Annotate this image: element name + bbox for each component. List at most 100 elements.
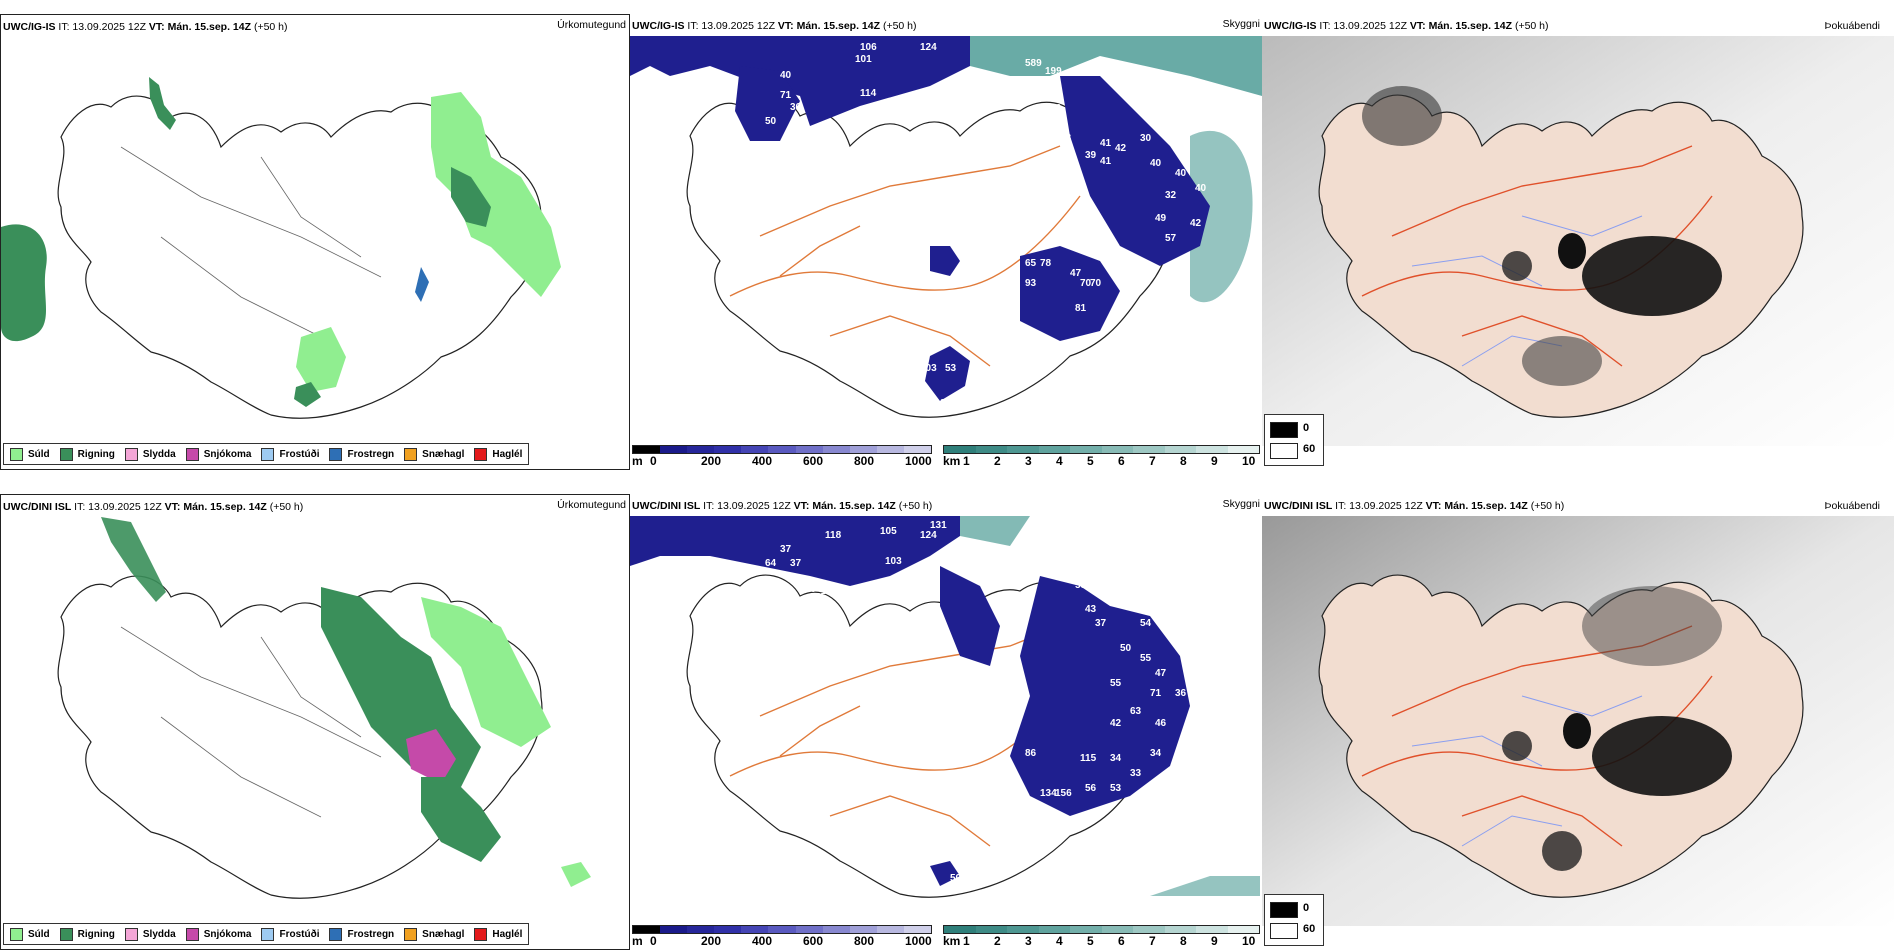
colorbar-tick: 1000 — [905, 454, 932, 468]
cloud-base-value: 56 — [1085, 783, 1097, 794]
colorbar-tick: 9 — [1211, 454, 1218, 468]
legend-item: Frostúði — [261, 447, 319, 461]
cloud-base-value: 57 — [1165, 233, 1177, 244]
cloud-base-value: 39 — [1085, 150, 1097, 161]
cloud-base-value: 55 — [1110, 678, 1122, 689]
colorbar-cell — [876, 926, 904, 933]
colorbar-tick: 400 — [752, 454, 773, 468]
legend-item: Frostregn — [329, 927, 395, 941]
legend-swatch — [59, 447, 73, 461]
legend-label: Súld — [28, 448, 50, 460]
colorbar-tick: 5 — [1087, 454, 1094, 468]
colorbar-unit: km — [943, 454, 961, 468]
colorbar-tick: 200 — [701, 934, 722, 948]
legend-swatch — [474, 927, 488, 941]
colorbar-cell — [975, 926, 1007, 933]
colorbar-cell — [1070, 926, 1102, 933]
cloud-base-value: 101 — [855, 54, 872, 65]
legend-item: Rigning — [59, 447, 115, 461]
colorbar-tick: 800 — [854, 934, 875, 948]
colorbar-cell — [714, 926, 742, 933]
cloud-base-panel-igis: UWC/IG-IS IT: 13.09.2025 12Z VT: Mán. 15… — [630, 14, 1262, 470]
cloud-base-value: 30 — [1140, 133, 1152, 144]
colorbar-tick: 5 — [1087, 934, 1094, 948]
legend-label: Súld — [28, 928, 50, 940]
legend-label: Frostregn — [347, 928, 395, 940]
cloud-base-value: 42 — [1115, 143, 1127, 154]
colorbar-tick: 10 — [1242, 934, 1256, 948]
colorbar-cell — [1196, 926, 1228, 933]
colorbar-tick: 600 — [803, 454, 824, 468]
colorbar-tick: 1 — [963, 934, 970, 948]
cloud-base-value: 42 — [1190, 218, 1202, 229]
legend-swatch — [124, 447, 138, 461]
cloud-base-panel-dini: UWC/DINI ISL IT: 13.09.2025 12Z VT: Mán.… — [630, 494, 1262, 950]
cloud-base-value: 93 — [1025, 278, 1037, 289]
cloud-base-value: 40 — [1195, 183, 1207, 194]
panel-header: UWC/DINI ISL IT: 13.09.2025 12Z VT: Mán.… — [632, 500, 933, 512]
legend-item: Slydda — [124, 447, 176, 461]
colorbar-tick: 4 — [1056, 934, 1063, 948]
cloud-base-value: 589 — [1025, 58, 1042, 69]
colorbar-cell — [1227, 446, 1259, 453]
legend-label: Frostregn — [347, 448, 395, 460]
cloud-base-value: 124 — [920, 530, 937, 541]
legend-swatch — [124, 927, 138, 941]
cloud-base-value: 199 — [1045, 66, 1062, 77]
legend-label: Snæhagl — [422, 928, 465, 940]
colorbar-cell — [633, 926, 661, 933]
legend-item: Haglél — [474, 447, 523, 461]
precip-legend: Súld Rigning Slydda Snjókoma Frostúði Frostre… — [3, 443, 530, 465]
legend-label: Haglél — [492, 448, 523, 460]
panel-title: Þokuábendi — [1824, 500, 1880, 512]
panel-title: Úrkomutegund — [557, 19, 626, 31]
legend-item: Súld — [10, 447, 50, 461]
cloud-base-value: 50 — [950, 873, 962, 884]
colorbar-cell — [660, 446, 688, 453]
legend-item: Snæhagl — [404, 927, 465, 941]
cloud-base-value: 46 — [1155, 718, 1167, 729]
cloud-base-value: 86 — [1025, 748, 1037, 759]
legend-swatch — [185, 927, 199, 941]
colorbar-cell — [768, 926, 796, 933]
legend-label: Frostúði — [279, 928, 320, 940]
panel-title: Úrkomutegund — [557, 499, 626, 511]
colorbar-cell — [660, 926, 688, 933]
cloud-base-value: 55 — [1075, 580, 1087, 591]
cloud-base-value: 124 — [920, 42, 937, 53]
cloud-base-value: 71 — [780, 90, 792, 101]
fog-map — [1262, 36, 1894, 446]
cloud-base-value: 40 — [780, 70, 792, 81]
colorbar-cell — [687, 926, 715, 933]
precip-map — [1, 517, 591, 925]
colorbar-tick: 3 — [1025, 934, 1032, 948]
colorbar-tick: 6 — [1118, 454, 1125, 468]
cloud-base-value: 91 — [1060, 823, 1072, 834]
legend-swatch — [185, 447, 199, 461]
colorbar-unit: km — [943, 934, 961, 948]
colorbar-tick: 0 — [650, 454, 657, 468]
legend-swatch — [261, 927, 275, 941]
fog-swatch-0 — [1270, 422, 1298, 438]
colorbar-tick: 4 — [1056, 454, 1063, 468]
colorbar-cell — [1070, 446, 1102, 453]
colorbar-tick: 600 — [803, 934, 824, 948]
fog-swatch-0 — [1270, 902, 1298, 918]
cloud-base-value: 40 — [1175, 168, 1187, 179]
cloud-base-value: 50 — [1120, 643, 1132, 654]
legend-swatch — [404, 927, 418, 941]
legend-label: Snæhagl — [422, 448, 465, 460]
cloud-base-value: 37 — [780, 544, 792, 555]
panel-title: Skyggni — [1222, 18, 1260, 30]
panel-header: UWC/DINI ISL IT: 13.09.2025 12Z VT: Mán.… — [3, 501, 304, 513]
colorbar-unit: m — [632, 454, 643, 468]
colorbar-cell — [1101, 926, 1133, 933]
cloud-base-value: 70 — [1090, 278, 1102, 289]
colorbar-tick: 10 — [1242, 454, 1256, 468]
colorbar-tick: 2 — [994, 934, 1001, 948]
colorbar-cell — [849, 446, 877, 453]
panel-title: Þokuábendi — [1824, 20, 1880, 32]
cloud-base-value: 115 — [1080, 753, 1097, 764]
legend-item: Frostúði — [261, 927, 320, 941]
